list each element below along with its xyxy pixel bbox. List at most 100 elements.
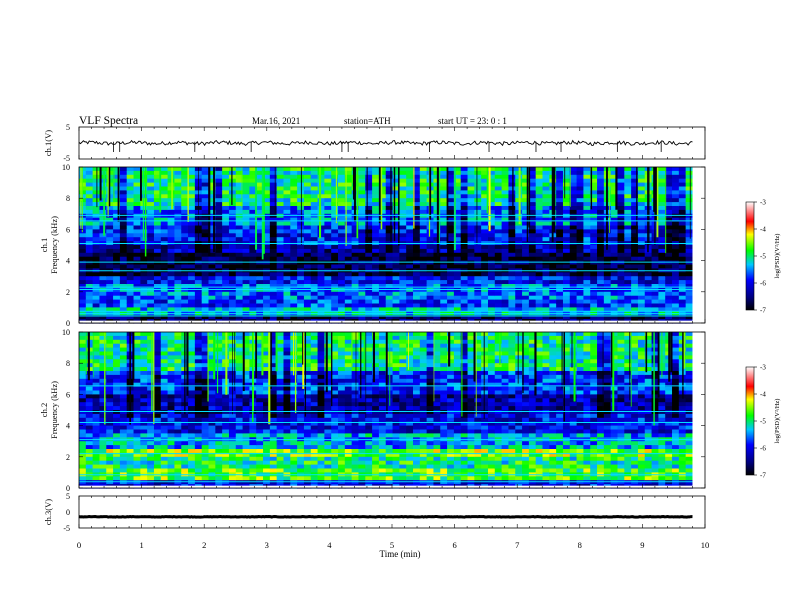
ch1_spec-cell bbox=[215, 299, 223, 305]
ch1_spec-cell bbox=[440, 229, 448, 234]
ch1_spec-cell bbox=[147, 299, 155, 305]
ch2_spec-cell bbox=[133, 332, 141, 337]
ch1_spec-cell bbox=[242, 287, 251, 293]
ch2_spec-cell bbox=[201, 363, 210, 368]
ch2_spec-cell bbox=[242, 410, 251, 415]
ch1_spec-cell bbox=[317, 202, 325, 207]
ch1_spec-cell bbox=[119, 315, 128, 320]
ch1_spec-cell bbox=[487, 233, 496, 238]
ch1_spec-cell bbox=[392, 284, 400, 289]
ch1_spec-cell bbox=[678, 299, 687, 305]
ch1_spec-cell bbox=[167, 260, 176, 266]
ch1_spec-cell bbox=[113, 287, 121, 293]
ch2_spec-cell bbox=[79, 480, 87, 485]
ch2_spec-cell bbox=[215, 382, 223, 388]
ch1_spec-cell bbox=[344, 280, 353, 285]
ch2_spec-cell bbox=[160, 460, 169, 466]
ch1_spec-cell bbox=[85, 307, 94, 312]
ch1_spec-cell bbox=[590, 170, 598, 176]
ch2_spec-cell bbox=[79, 347, 87, 353]
ch1_spec-cell bbox=[181, 276, 189, 281]
ch1_spec-cell bbox=[624, 174, 632, 180]
ch1_spec-cell bbox=[562, 174, 571, 180]
ch1_spec-cell bbox=[174, 194, 182, 199]
ch1_spec-cell bbox=[317, 221, 325, 227]
ch2_spec-cell bbox=[153, 417, 162, 423]
ch1_spec-cell bbox=[174, 206, 182, 211]
ch1_spec-cell bbox=[228, 225, 237, 230]
ch1_spec-cell bbox=[283, 174, 291, 180]
ch1_spec-cell bbox=[174, 221, 182, 227]
ch2_spec-cell bbox=[106, 394, 114, 399]
ch1_spec-cell bbox=[283, 190, 291, 195]
ch1_spec-cell bbox=[467, 299, 475, 305]
ch1_spec-cell bbox=[372, 182, 380, 188]
ch1_spec-cell bbox=[208, 198, 216, 203]
ch1_spec-cell bbox=[637, 287, 646, 293]
ch2_spec-cell bbox=[167, 359, 176, 364]
ch1_spec-cell bbox=[392, 229, 400, 234]
ch1_spec-cell bbox=[406, 190, 414, 195]
ch1_spec-cell bbox=[447, 186, 455, 191]
ch1_spec-cell bbox=[426, 276, 435, 281]
ch1_spec-cell bbox=[317, 307, 325, 312]
ch1_spec-cell bbox=[235, 178, 244, 184]
ch1_spec-cell bbox=[644, 252, 653, 258]
ch1_spec-cell bbox=[413, 182, 421, 188]
ch1_spec-cell bbox=[474, 303, 482, 308]
ch1_spec-cell bbox=[419, 237, 428, 242]
ch1_spec-cell bbox=[194, 315, 203, 320]
ch1_spec-cell bbox=[385, 245, 394, 250]
ch1_spec-cell bbox=[535, 182, 544, 188]
ch1_spec-cell bbox=[99, 315, 107, 320]
ch1_spec-cell bbox=[590, 229, 598, 234]
ch1_spec-cell bbox=[297, 213, 305, 219]
ch1_spec-cell bbox=[685, 284, 694, 289]
ch1_spec-cell bbox=[338, 217, 346, 223]
ch1_spec-cell bbox=[181, 303, 189, 308]
ch1_spec-cell bbox=[406, 217, 414, 223]
ch1_spec-cell bbox=[385, 276, 394, 281]
ch1_spec-cell bbox=[303, 194, 312, 199]
ch2_spec-cell bbox=[194, 476, 203, 481]
ch2_spec-cell bbox=[228, 468, 237, 473]
ch1_spec-cell bbox=[562, 167, 571, 172]
ch1_spec-cell bbox=[297, 280, 305, 285]
ch1_spec-cell bbox=[215, 287, 223, 293]
ch1_spec-cell bbox=[181, 206, 189, 211]
ch1_spec-cell bbox=[508, 217, 516, 223]
ch1_spec-cell bbox=[324, 182, 332, 188]
ch1_spec-cell bbox=[126, 248, 135, 254]
ch1_spec-cell bbox=[269, 248, 278, 254]
ch2_spec-cell bbox=[263, 382, 271, 388]
ch1_spec-cell bbox=[126, 252, 135, 258]
ch1_spec-cell bbox=[344, 209, 353, 215]
ch1_spec-cell bbox=[153, 252, 162, 258]
ch1_spec-cell bbox=[392, 206, 400, 211]
ch1_spec-cell bbox=[637, 272, 646, 277]
ch2_spec-cell bbox=[188, 390, 196, 395]
ch1_spec-cell bbox=[597, 299, 605, 305]
ch1_spec-cell bbox=[528, 248, 537, 254]
ch1_spec-cell bbox=[535, 186, 544, 191]
ch1_spec-cell bbox=[426, 256, 435, 262]
ch1_spec-cell bbox=[344, 202, 353, 207]
ch2_spec-cell bbox=[106, 363, 114, 368]
ch1_spec-cell bbox=[487, 170, 496, 176]
ch1_spec-cell bbox=[528, 182, 537, 188]
ch1_spec-cell bbox=[610, 174, 619, 180]
ch1_spec-cell bbox=[610, 182, 619, 188]
ch1_spec-cell bbox=[535, 295, 544, 301]
ch1_spec-cell bbox=[317, 284, 325, 289]
ch1_spec-cell bbox=[235, 202, 244, 207]
ch1_spec-cell bbox=[215, 229, 223, 234]
ch1_spec-cell bbox=[406, 315, 414, 320]
ch1_spec-cell bbox=[474, 264, 482, 269]
ch1_spec-cell bbox=[249, 174, 257, 180]
ch1_spec-cell bbox=[317, 170, 325, 176]
ch2_spec-cell bbox=[194, 452, 203, 458]
ch1_spec-cell bbox=[365, 299, 373, 305]
ch1_spec-cell bbox=[597, 260, 605, 266]
ch2_spec-cell bbox=[85, 390, 94, 395]
ch1_spec-cell bbox=[365, 260, 373, 266]
